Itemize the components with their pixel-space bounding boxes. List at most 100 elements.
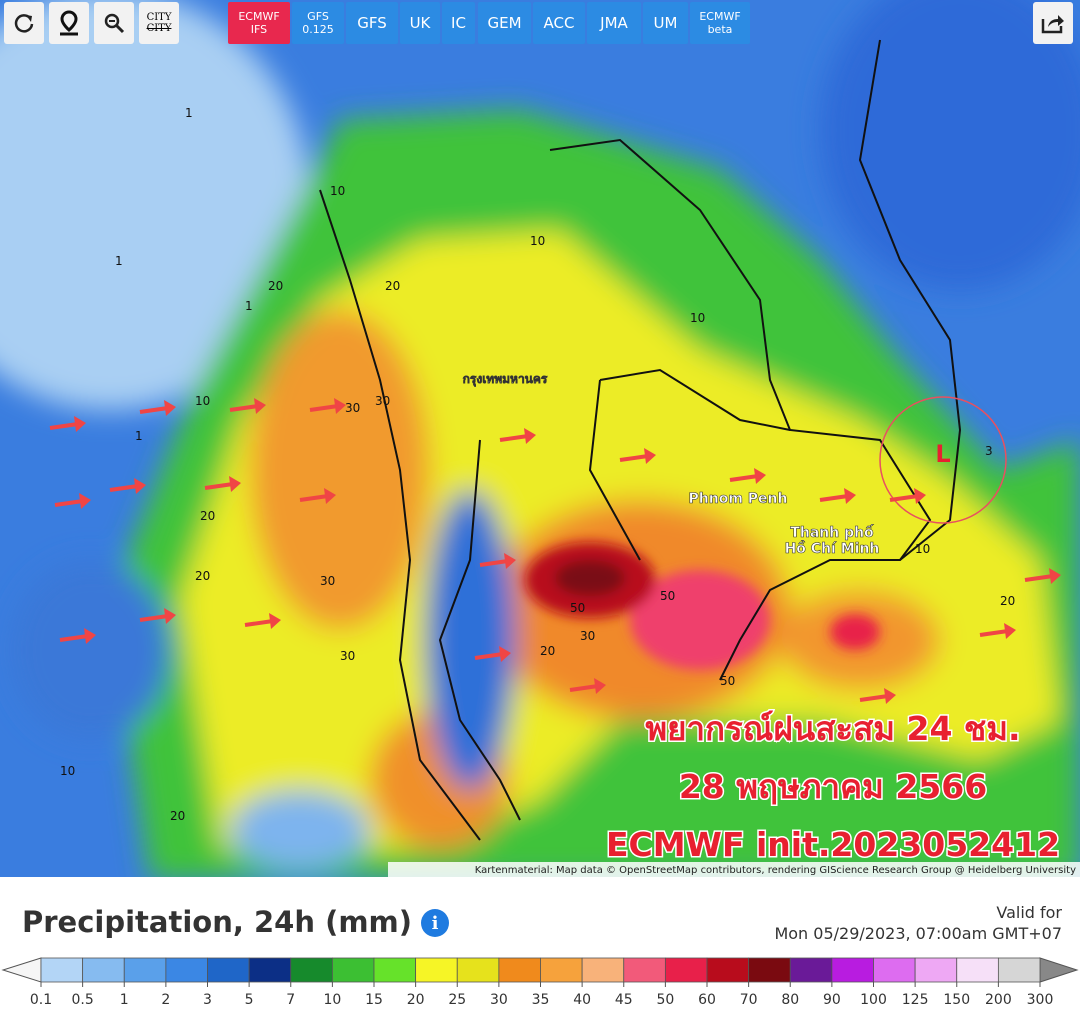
scale-segment [997, 957, 1041, 983]
model-button[interactable]: JMA [587, 2, 641, 44]
contour-label: 20 [1000, 594, 1015, 608]
model-button[interactable]: ECMWF beta [690, 2, 750, 44]
wind-arrowhead [84, 628, 96, 644]
scale-tick-label: 5 [245, 992, 254, 1008]
overlay-line: 28 พฤษภาคม 2566 [679, 767, 987, 806]
wind-arrow [729, 474, 759, 482]
wind-arrow [49, 422, 79, 430]
scale-segment [540, 957, 583, 983]
scale-segment [248, 957, 292, 983]
scale-segment [290, 957, 333, 983]
scale-segment [831, 957, 874, 983]
wind-arrowhead [269, 613, 281, 629]
city-label: CITY [146, 23, 172, 34]
zoom-button[interactable] [94, 2, 134, 44]
contour-label: 30 [375, 394, 390, 408]
scale-tick-label: 30 [490, 992, 508, 1008]
light-rain [0, 0, 310, 410]
low-circle [879, 396, 1007, 524]
wind-arrowhead [499, 646, 511, 662]
location-button[interactable] [49, 2, 89, 44]
scale-tick-label: 2 [161, 992, 170, 1008]
coast [858, 39, 962, 561]
wind-arrow [139, 614, 169, 622]
map-labels: กรุงเทพมหานคร Phnom Penh Thanh phố Hồ Chí M… [60, 106, 1015, 823]
model-button[interactable]: ECMWF IFS [228, 2, 290, 44]
scale-segment [373, 957, 417, 983]
overlay-line: พยากรณ์ฝนสะสม 24 ชม. [645, 709, 1020, 748]
city-button[interactable]: CITY CITY [139, 2, 179, 44]
scale-segment [623, 957, 666, 983]
scale-tick-label: 90 [823, 992, 841, 1008]
wind-arrowhead [504, 553, 516, 569]
contour-label: 50 [570, 601, 585, 615]
heavy-rain [525, 542, 880, 670]
wind-arrowhead [594, 678, 606, 694]
attribution-bg [388, 862, 1080, 877]
orange-area [250, 310, 430, 630]
scale-segment [748, 957, 791, 983]
wind-arrow [479, 559, 509, 567]
wind-arrow [309, 404, 339, 412]
scale-tick-label: 100 [860, 992, 887, 1008]
sea [10, 560, 170, 740]
share-button[interactable] [1033, 2, 1073, 44]
scale-segment [581, 957, 625, 983]
scale-tick-label: 35 [532, 992, 550, 1008]
model-button[interactable]: IC [442, 2, 475, 44]
contour-label: 20 [540, 644, 555, 658]
model-button[interactable]: ACC [533, 2, 585, 44]
wind-arrowhead [164, 608, 176, 624]
place-label: Phnom Penh [689, 491, 788, 507]
scale-segment [82, 957, 125, 983]
valid-label: Valid for [996, 903, 1062, 922]
scale-segment [123, 957, 167, 983]
wind-arrowhead [524, 428, 536, 444]
wind-arrow [204, 482, 234, 490]
border [549, 138, 932, 681]
wind-arrowhead [79, 493, 91, 509]
scale-tick-label: 0.1 [30, 992, 52, 1008]
contour-label: 20 [385, 279, 400, 293]
scale-segment [207, 957, 250, 983]
scale-arrow-right [1039, 957, 1079, 983]
contour-label: 20 [195, 569, 210, 583]
wind-arrowhead [134, 478, 146, 494]
scale-arrow-left [1, 957, 42, 983]
zoom-icon [104, 13, 125, 34]
scale-tick-label: 45 [615, 992, 633, 1008]
wind-arrow [59, 634, 89, 642]
scale-tick-label: 7 [286, 992, 295, 1008]
refresh-button[interactable] [4, 2, 44, 44]
contour-label: 30 [320, 574, 335, 588]
model-button[interactable]: GFS 0.125 [292, 2, 344, 44]
model-button[interactable]: GEM [478, 2, 531, 44]
scale-tick-label: 200 [985, 992, 1012, 1008]
pink-area [830, 614, 880, 650]
border [319, 189, 481, 841]
wind-arrow [474, 652, 504, 660]
scale-tick-label: 50 [656, 992, 674, 1008]
info-button[interactable]: i [421, 909, 449, 937]
wind-arrowhead [334, 398, 346, 414]
model-button[interactable]: UK [400, 2, 440, 44]
wind-arrowhead [1004, 623, 1016, 639]
wind-arrowhead [754, 468, 766, 484]
gulf [425, 490, 515, 790]
model-button[interactable]: GFS [346, 2, 398, 44]
wind-arrow [859, 694, 889, 702]
scale-tick-label: 0.5 [71, 992, 93, 1008]
contour-label: 10 [915, 542, 930, 556]
scale-tick-label: 3 [203, 992, 212, 1008]
scale-tick-label: 10 [323, 992, 341, 1008]
overlay-line: ECMWF init.2023052412 [606, 825, 1060, 864]
wind-arrow [979, 629, 1009, 637]
refresh-icon [14, 14, 34, 33]
wind-arrow [139, 406, 169, 414]
model-button[interactable]: UM [643, 2, 688, 44]
scale-segment [165, 957, 208, 983]
border [588, 368, 791, 561]
color-scale: 0.1 0.5 1 2 3 5 7 10 15 20 25 30 35 40 45 50 60 70 80 90 100… [1, 957, 1079, 1008]
contour-label: 1 [245, 299, 253, 313]
